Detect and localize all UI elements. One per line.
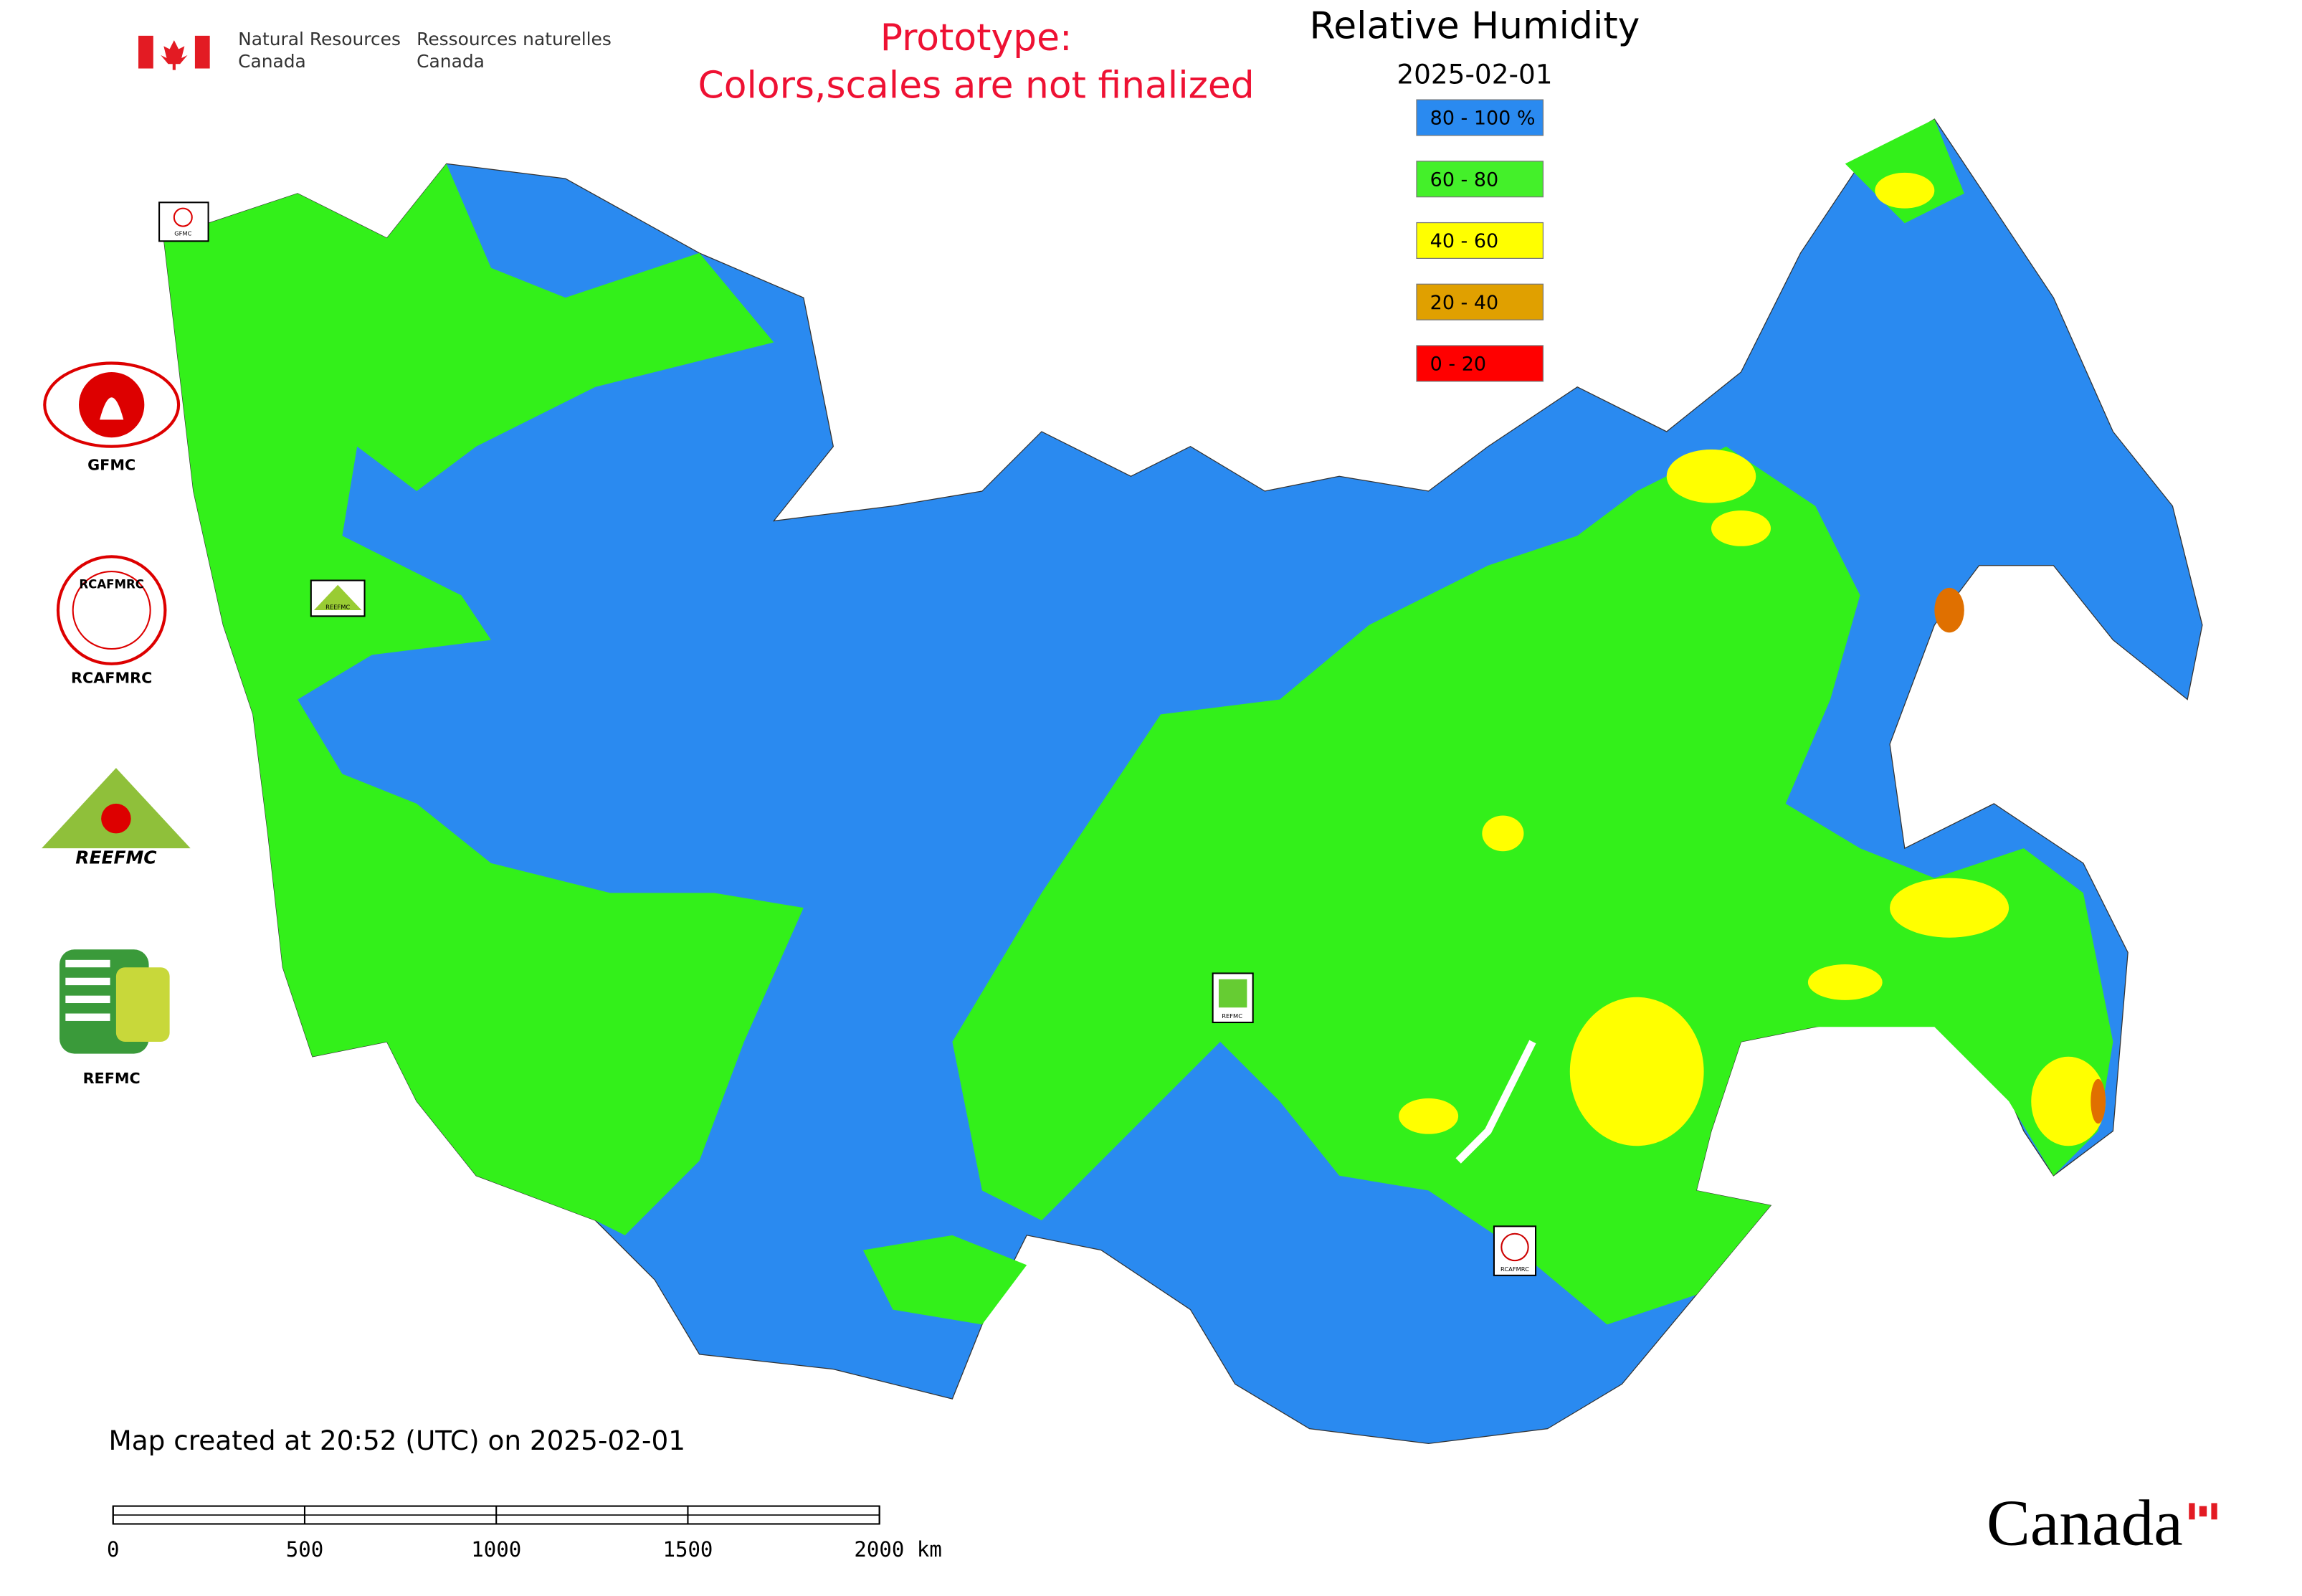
legend-swatch — [1416, 222, 1544, 259]
legend: 80 - 100 % 60 - 80 40 - 60 20 - 40 0 - 20 — [1416, 99, 1544, 382]
marker-label: GFMC — [174, 229, 191, 237]
lake-baikal — [1455, 1040, 1536, 1164]
logo-refmc — [60, 949, 170, 1054]
land-moist-west — [163, 163, 804, 1235]
scale-tick-label: 500 — [286, 1537, 323, 1562]
map-date: 2025-02-01 — [1397, 58, 1552, 90]
land-moist-central — [952, 446, 2113, 1325]
land-moist-south — [862, 1235, 1027, 1325]
marker-label: REEFMC — [325, 603, 350, 610]
notice: Prototype: — [880, 16, 1072, 60]
footer-note: Map created at 20:52 (UTC) on 2025-02-01 — [109, 1425, 685, 1456]
land-dry — [1399, 172, 2106, 1146]
canada-wordmark: Canada — [1987, 1487, 2217, 1559]
scale-tick-label: 2000 km — [854, 1537, 941, 1562]
scale-tick-label: 1000 — [471, 1537, 521, 1562]
map-marker: REFMC — [1212, 972, 1254, 1024]
legend-label: 80 - 100 % — [1430, 108, 1536, 130]
land-very-dry — [1934, 587, 1964, 633]
land-moist-northeast — [1845, 119, 1964, 224]
scale-bar: 0 500 1000 1500 2000 km — [107, 1505, 942, 1562]
wordmark: Canada — [1987, 1487, 2183, 1559]
marker-label: RCAFMRC — [1500, 1265, 1529, 1273]
legend-label: 60 - 80 — [1430, 168, 1499, 191]
map-marker: GFMC — [158, 201, 209, 242]
logo-label: GFMC — [87, 457, 135, 474]
legend-swatch — [1416, 283, 1544, 320]
land-very-dry — [2091, 1078, 2106, 1124]
header-english: Natural Resources — [238, 29, 401, 49]
legend-swatch — [1416, 99, 1544, 136]
notice: Colors,scales are not finalized — [698, 65, 1255, 108]
logo-gfmc — [43, 361, 181, 448]
map-marker: REEFMC — [310, 579, 366, 617]
logo-label: REFMC — [83, 1070, 141, 1087]
legend-label: 0 - 20 — [1430, 353, 1486, 375]
canada-flag — [138, 35, 210, 70]
marker-label: REFMC — [1222, 1012, 1242, 1020]
header-french: Canada — [417, 51, 485, 72]
legend-label: 40 - 60 — [1430, 230, 1499, 252]
logo-text: RCAFMRC — [79, 577, 144, 591]
scale-tick-label: 0 — [107, 1537, 120, 1562]
map-marker: RCAFMRC — [1493, 1225, 1537, 1276]
map-title: Relative Humidity — [1309, 4, 1640, 47]
legend-label: 20 - 40 — [1430, 292, 1499, 314]
legend-swatch — [1416, 161, 1544, 198]
legend-swatch — [1416, 345, 1544, 382]
header-english: Canada — [238, 51, 306, 72]
logo-reefmc: REEFMC — [42, 768, 191, 868]
map-area — [163, 118, 2203, 1445]
header-french: Ressources naturelles — [417, 29, 612, 49]
logo-rcafmrc: RCAFMRC — [56, 555, 167, 665]
scale-tick-label: 1500 — [662, 1537, 713, 1562]
logo-label: RCAFMRC — [71, 670, 152, 687]
logo-text: REEFMC — [75, 847, 157, 868]
